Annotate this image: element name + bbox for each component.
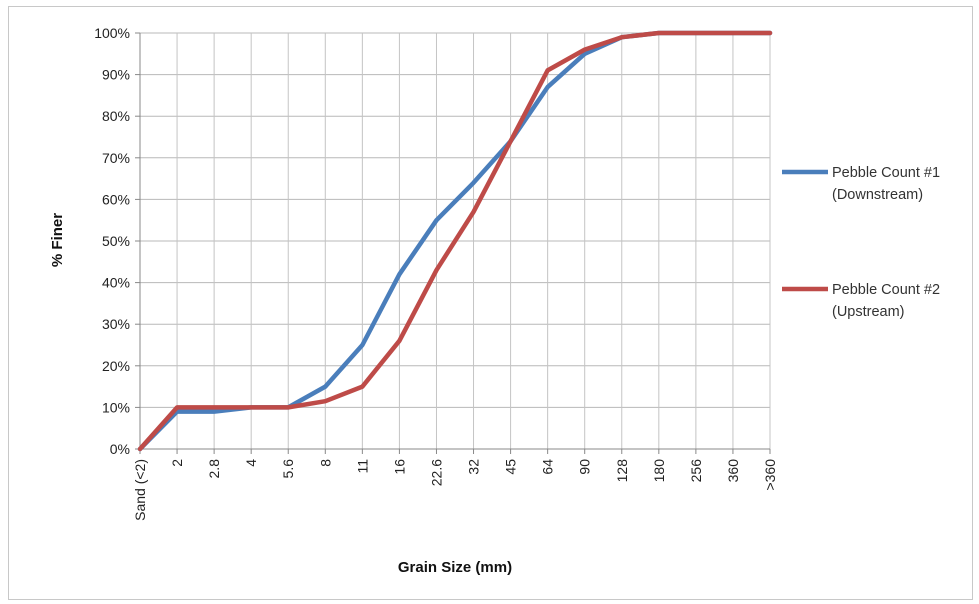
x-tick-label: 8 xyxy=(317,459,333,467)
legend: Pebble Count #1 (Downstream) Pebble Count … xyxy=(782,165,940,320)
y-tick-label: 30% xyxy=(102,316,130,332)
legend-label-1: Pebble Count #1 xyxy=(832,165,940,181)
x-tick-label: 45 xyxy=(503,459,519,475)
y-tick-label: 0% xyxy=(110,441,130,457)
y-tick-label: 60% xyxy=(102,191,130,207)
y-tick-labels: 0% 10% 20% 30% 40% 50% 60% 70% 80% 90% 100% xyxy=(94,25,130,457)
x-axis-title: Grain Size (mm) xyxy=(398,559,512,576)
y-tick-label: 70% xyxy=(102,150,130,166)
x-tick-label: >360 xyxy=(762,459,778,491)
y-tick-label: 90% xyxy=(102,67,130,83)
chart-frame xyxy=(8,6,973,600)
x-tick-label: 22.6 xyxy=(428,459,444,486)
series-line-2 xyxy=(137,30,773,452)
x-tick-label: 11 xyxy=(354,459,370,474)
y-tick-label: 40% xyxy=(102,275,130,291)
x-tick-label: 32 xyxy=(466,459,482,475)
series-lines xyxy=(137,30,773,452)
y-tick-label: 80% xyxy=(102,108,130,124)
x-tick-label: 2 xyxy=(169,459,185,467)
y-axis-title: % Finer xyxy=(49,213,66,267)
x-tick-label: Sand (<2) xyxy=(132,459,148,521)
axes xyxy=(139,33,770,450)
y-tick-label: 50% xyxy=(102,233,130,249)
legend-label-2: (Upstream) xyxy=(832,304,905,320)
x-tick-label: 2.8 xyxy=(206,459,222,479)
y-tick-label: 20% xyxy=(102,358,130,374)
x-tick-label: 5.6 xyxy=(280,459,296,479)
legend-label-2: Pebble Count #2 xyxy=(832,282,940,298)
x-tick-label: 64 xyxy=(540,459,556,475)
x-tick-label: 16 xyxy=(391,459,407,475)
x-tick-label: 128 xyxy=(614,459,630,483)
y-tick-label: 100% xyxy=(94,25,130,41)
x-tick-label: 90 xyxy=(577,459,593,475)
x-tick-labels: Sand (<2) 2 2.8 4 5.6 8 11 16 22.6 32 45 64 90 128 180… xyxy=(132,459,778,521)
legend-label-1: (Downstream) xyxy=(832,187,923,203)
x-tick-label: 4 xyxy=(243,459,259,467)
y-tick-label: 10% xyxy=(102,399,130,415)
x-tick-label: 180 xyxy=(651,459,667,483)
x-tick-label: 360 xyxy=(725,459,741,483)
x-tick-label: 256 xyxy=(688,459,704,483)
